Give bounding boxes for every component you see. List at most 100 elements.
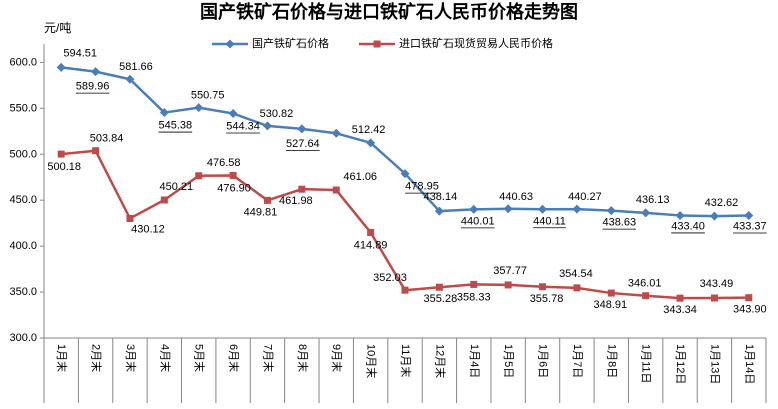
series-1-data-label: 581.66 xyxy=(119,61,153,73)
series-1-diamond-marker xyxy=(744,210,754,220)
x-tick-label: 1月7日 xyxy=(571,344,583,378)
series-2-square-marker xyxy=(642,292,650,300)
series-2-data-label: 348.91 xyxy=(593,299,627,311)
x-tick-label: 1月11日 xyxy=(640,344,652,384)
chart-axes: 300.0 350.0 400.0 450.0 500.0 550.0 600.0 1月末 2月… xyxy=(9,44,767,403)
x-tick-label: 1月8日 xyxy=(605,344,617,378)
x-tick-label: 1月5日 xyxy=(502,344,514,378)
legend-diamond-marker-icon xyxy=(225,39,235,49)
x-tick-label: 7月末 xyxy=(261,344,275,372)
y-tick-label: 350.0 xyxy=(9,286,37,298)
series-1-data-label: 440.01 xyxy=(461,215,495,227)
series-1-diamond-marker xyxy=(125,74,135,84)
x-tick-label: 2月末 xyxy=(90,344,104,372)
series-1-diamond-marker xyxy=(709,211,719,221)
series-2-data-label: 358.33 xyxy=(457,291,491,303)
x-tick-label: 1月6日 xyxy=(537,344,549,378)
series-2-data-label: 461.06 xyxy=(343,171,377,183)
x-tick-label: 1月4日 xyxy=(468,344,480,378)
legend-item-series-1: 国产铁矿石价格 xyxy=(212,36,329,50)
series-2-data-label: 414.89 xyxy=(354,239,388,251)
y-tick-label: 600.0 xyxy=(9,56,37,68)
y-tick-label: 550.0 xyxy=(9,102,37,114)
series-1-data-label: 440.11 xyxy=(533,215,566,227)
series-1-diamond-marker xyxy=(641,208,651,218)
series-2-data-label: 357.77 xyxy=(493,265,527,277)
series-1-diamond-marker xyxy=(228,109,238,119)
series-1-data-label: 545.38 xyxy=(159,120,193,132)
x-tick-label: 4月末 xyxy=(158,344,172,372)
series-2-data-label: 346.01 xyxy=(628,278,662,290)
series-2-data-label: 355.28 xyxy=(424,293,458,305)
legend-item-series-2: 进口铁矿石现货贸易人民币价格 xyxy=(359,36,553,50)
series-1-diamond-marker xyxy=(434,206,444,216)
series-1-diamond-marker xyxy=(159,108,169,118)
series-2-square-marker xyxy=(745,294,753,302)
series-2-data-label: 352.03 xyxy=(373,272,407,284)
x-tick-label: 6月末 xyxy=(227,344,241,372)
series-2-data-label: 343.90 xyxy=(733,304,767,316)
series-2-square-marker xyxy=(435,283,443,291)
y-tick-label: 300.0 xyxy=(9,332,37,344)
series-1-diamond-marker xyxy=(331,128,341,138)
series-2-square-marker xyxy=(195,172,203,180)
series-2-square-marker xyxy=(92,147,100,155)
series-2-square-marker xyxy=(160,196,168,204)
series-1-diamond-marker xyxy=(469,204,479,214)
series-2-data-label: 450.21 xyxy=(160,181,194,193)
series-2-square-marker xyxy=(332,186,340,194)
series-1-diamond-marker xyxy=(91,67,101,77)
series-1-diamond-marker xyxy=(675,210,685,220)
series-1-diamond-marker xyxy=(572,204,582,214)
series-1-data-label: 512.42 xyxy=(352,124,386,136)
plot-area: 594.51 589.96 581.66 545.38 550.75 544.34530.… xyxy=(47,47,766,316)
series-2-data-label: 343.34 xyxy=(663,304,697,316)
series-1-diamond-marker xyxy=(606,206,616,216)
series-2-data-label: 354.54 xyxy=(559,268,593,280)
series-2-square-marker xyxy=(367,228,375,236)
y-tick-label: 450.0 xyxy=(9,194,37,206)
series-1-data-label: 527.64 xyxy=(286,138,320,150)
series-1-data-label: 432.62 xyxy=(705,197,739,209)
series-2-square-marker xyxy=(504,281,512,289)
y-tick-label: 500.0 xyxy=(9,148,37,160)
x-tick-label: 9月末 xyxy=(330,344,344,372)
series-1-data-label: 438.63 xyxy=(602,217,636,229)
series-1-diamond-marker xyxy=(262,121,272,131)
series-1-diamond-marker xyxy=(366,138,376,148)
series-1-diamond-marker xyxy=(297,124,307,134)
x-tick-label: 5月末 xyxy=(193,344,207,372)
y-tick-label: 400.0 xyxy=(9,240,37,252)
series-1-data-label: 544.34 xyxy=(226,121,260,133)
x-tick-label: 1月12日 xyxy=(674,344,686,384)
series-2-square-marker xyxy=(573,284,581,292)
series-2-data-label: 476.90 xyxy=(217,182,251,194)
series-2-square-marker xyxy=(539,283,547,291)
series-2-square-marker xyxy=(229,171,237,179)
legend-label-series-1: 国产铁矿石价格 xyxy=(252,36,329,50)
x-tick-label: 8月末 xyxy=(296,344,310,372)
series-2-data-label: 343.49 xyxy=(700,278,734,290)
series-1-data-label: 594.51 xyxy=(63,47,97,59)
y-axis-unit-label: 元/吨 xyxy=(44,21,71,35)
x-tick-label: 11月末 xyxy=(399,344,413,377)
series-1-data-label: 433.40 xyxy=(671,220,705,232)
series-2-data-label: 449.81 xyxy=(244,206,278,218)
series-1-data-label: 436.13 xyxy=(636,194,670,206)
series-1-data-label: 440.27 xyxy=(568,191,602,203)
x-tick-label: 3月末 xyxy=(124,344,138,372)
series-2-data-label: 503.84 xyxy=(90,133,124,145)
series-1-data-label: 478.95 xyxy=(405,181,439,193)
series-1-diamond-marker xyxy=(503,204,513,214)
series-2-data-label: 461.98 xyxy=(279,195,313,207)
series-2-square-marker xyxy=(126,214,134,222)
series-2-data-label: 500.18 xyxy=(47,161,81,173)
x-tick-label: 10月末 xyxy=(365,344,379,378)
series-2-square-marker xyxy=(607,289,615,297)
series-1-diamond-marker xyxy=(56,62,66,72)
x-tick-label: 1月13日 xyxy=(708,344,720,384)
x-tick-label: 12月末 xyxy=(433,344,447,378)
series-2-square-marker xyxy=(263,196,271,204)
chart-title: 国产铁矿石价格与进口铁矿石人民币价格走势图 xyxy=(200,1,578,22)
